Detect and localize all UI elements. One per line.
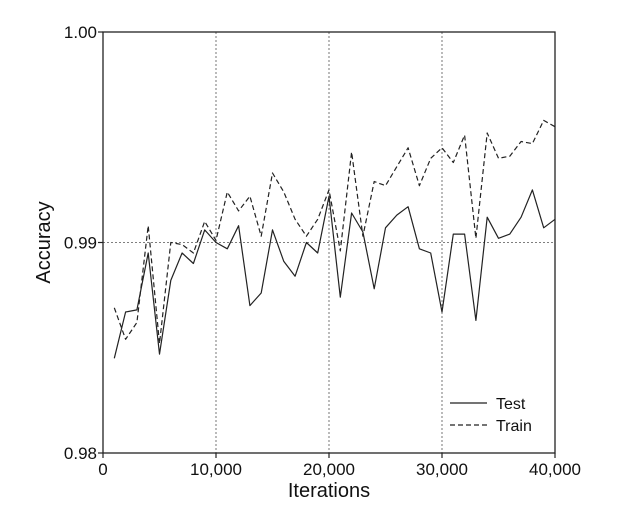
legend-label-train: Train <box>496 418 532 435</box>
series-line-train <box>113 119 556 345</box>
legend-label-test: Test <box>496 396 526 413</box>
y-axis-title: Accuracy <box>33 201 55 283</box>
axis-ticks: 0 10,000 20,000 30,000 40,000 0.98 0.99 1.00 <box>64 23 581 479</box>
x-tick-label: 10,000 <box>190 460 242 479</box>
x-tick-label: 40,000 <box>529 460 581 479</box>
x-tick-label: 30,000 <box>416 460 468 479</box>
x-tick-label: 0 <box>98 460 107 479</box>
series-line-test <box>113 189 556 359</box>
x-tick-label: 20,000 <box>303 460 355 479</box>
grid-lines <box>103 32 555 453</box>
y-tick-label: 0.98 <box>64 444 97 463</box>
y-tick-label: 0.99 <box>64 234 97 253</box>
series-lines <box>113 119 556 359</box>
legend: Test Train <box>450 396 532 435</box>
y-tick-label: 1.00 <box>64 23 97 42</box>
x-axis-title: Iterations <box>288 480 370 502</box>
